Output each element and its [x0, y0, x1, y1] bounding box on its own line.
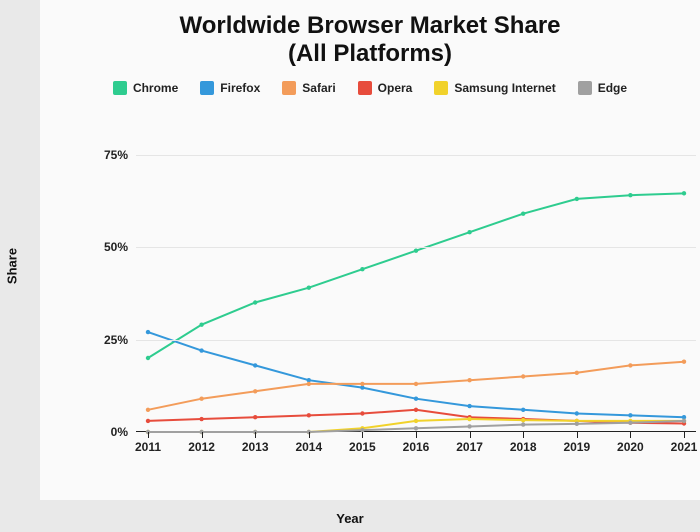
series-marker — [414, 408, 418, 412]
series-marker — [682, 419, 686, 423]
series-marker — [628, 363, 632, 367]
x-tick-label: 2020 — [617, 432, 644, 454]
series-marker — [253, 363, 257, 367]
series-marker — [521, 418, 525, 422]
x-tick-label: 2013 — [242, 432, 269, 454]
series-marker — [521, 422, 525, 426]
gridline — [136, 340, 696, 341]
series-marker — [253, 300, 257, 304]
series-marker — [521, 408, 525, 412]
legend-label: Samsung Internet — [454, 81, 555, 95]
x-tick-label: 2017 — [456, 432, 483, 454]
legend-swatch — [358, 81, 372, 95]
series-marker — [253, 415, 257, 419]
x-tick-label: 2011 — [135, 432, 161, 454]
series-marker — [575, 371, 579, 375]
series-marker — [467, 417, 471, 421]
gridline — [136, 155, 696, 156]
y-tick-label: 50% — [104, 240, 136, 254]
chart-title: Worldwide Browser Market Share (All Plat… — [40, 0, 700, 67]
legend-label: Opera — [378, 81, 413, 95]
plot-area: 0%25%50%75%20112012201320142015201620172… — [136, 136, 696, 432]
series-marker — [628, 193, 632, 197]
series-marker — [414, 249, 418, 253]
series-marker — [414, 397, 418, 401]
series-marker — [146, 408, 150, 412]
x-tick-label: 2018 — [510, 432, 537, 454]
x-tick-label: 2021 — [671, 432, 698, 454]
series-marker — [360, 267, 364, 271]
legend-swatch — [578, 81, 592, 95]
series-marker — [146, 419, 150, 423]
series-marker — [575, 197, 579, 201]
legend-item: Opera — [358, 81, 413, 95]
x-axis-label: Year — [0, 511, 700, 526]
series-marker — [146, 330, 150, 334]
plot-svg — [136, 136, 696, 432]
y-axis-label: Share — [5, 248, 20, 284]
series-marker — [521, 374, 525, 378]
series-marker — [628, 413, 632, 417]
legend-swatch — [113, 81, 127, 95]
x-tick-label: 2015 — [349, 432, 376, 454]
chart-title-line1: Worldwide Browser Market Share — [180, 12, 561, 39]
series-marker — [467, 424, 471, 428]
series-line — [148, 193, 684, 358]
legend-item: Firefox — [200, 81, 260, 95]
series-marker — [199, 417, 203, 421]
series-marker — [467, 230, 471, 234]
y-tick-label: 25% — [104, 333, 136, 347]
series-marker — [199, 323, 203, 327]
legend-swatch — [282, 81, 296, 95]
series-marker — [414, 419, 418, 423]
legend-label: Firefox — [220, 81, 260, 95]
series-marker — [199, 397, 203, 401]
legend-item: Edge — [578, 81, 627, 95]
chart-container: Worldwide Browser Market Share (All Plat… — [40, 0, 700, 500]
series-marker — [360, 411, 364, 415]
legend: Chrome Firefox Safari Opera Samsung Internet… — [40, 81, 700, 95]
series-marker — [199, 348, 203, 352]
legend-item: Safari — [282, 81, 335, 95]
series-marker — [307, 413, 311, 417]
chart-title-line2: (All Platforms) — [288, 40, 452, 67]
legend-swatch — [200, 81, 214, 95]
series-marker — [628, 421, 632, 425]
series-marker — [575, 422, 579, 426]
series-marker — [682, 360, 686, 364]
y-tick-label: 0% — [111, 425, 136, 439]
x-tick-label: 2016 — [403, 432, 430, 454]
series-marker — [253, 389, 257, 393]
legend-label: Edge — [598, 81, 627, 95]
series-marker — [414, 426, 418, 430]
legend-label: Chrome — [133, 81, 178, 95]
series-marker — [467, 378, 471, 382]
series-line — [148, 332, 684, 417]
series-marker — [360, 382, 364, 386]
series-marker — [146, 356, 150, 360]
series-marker — [467, 404, 471, 408]
y-tick-label: 75% — [104, 148, 136, 162]
series-marker — [414, 382, 418, 386]
x-tick-label: 2012 — [188, 432, 215, 454]
legend-label: Safari — [302, 81, 335, 95]
series-marker — [682, 191, 686, 195]
legend-swatch — [434, 81, 448, 95]
x-tick-label: 2014 — [295, 432, 322, 454]
x-tick-label: 2019 — [563, 432, 590, 454]
gridline — [136, 247, 696, 248]
legend-item: Samsung Internet — [434, 81, 555, 95]
series-marker — [521, 212, 525, 216]
series-marker — [307, 382, 311, 386]
series-marker — [575, 411, 579, 415]
legend-item: Chrome — [113, 81, 178, 95]
series-marker — [307, 286, 311, 290]
